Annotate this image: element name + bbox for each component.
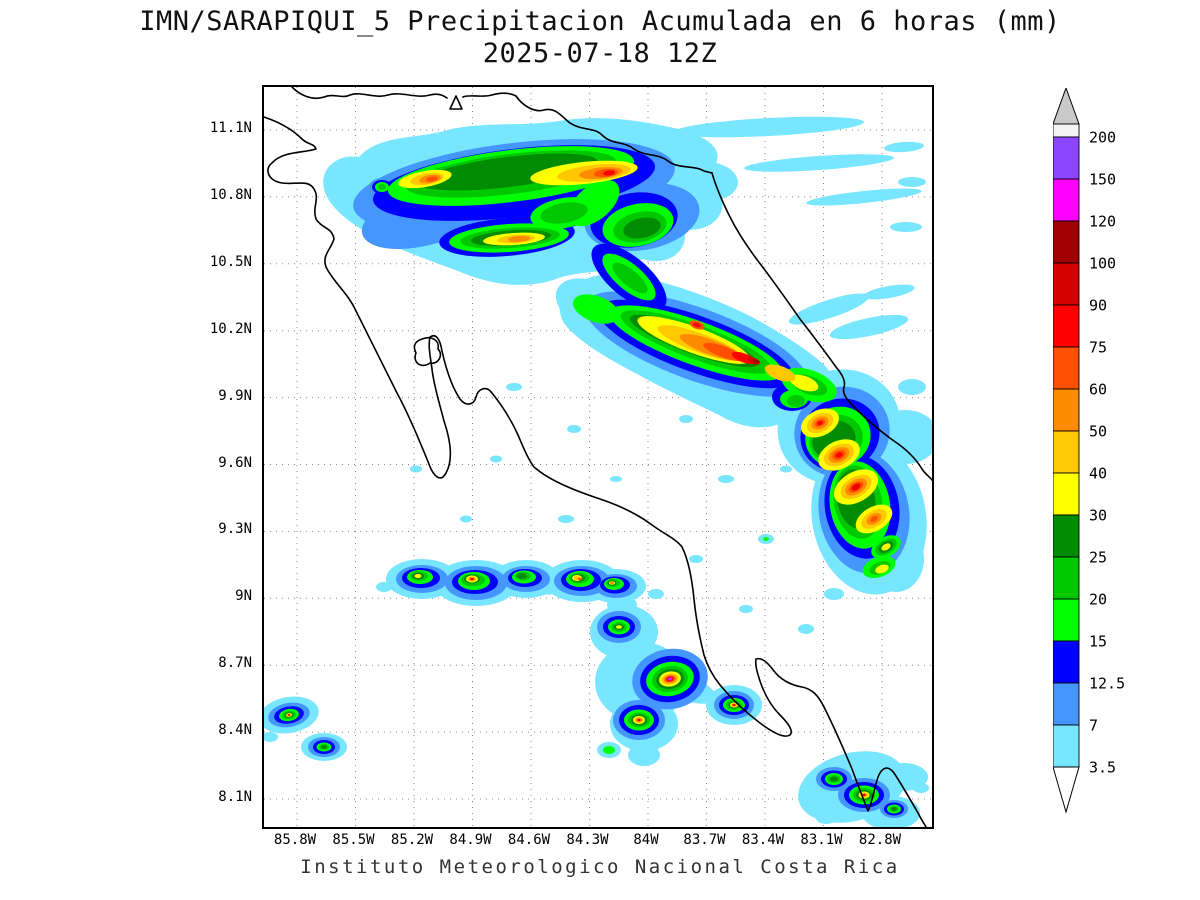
lat-tick-label: 9.3N <box>218 521 252 538</box>
legend-tick-label: 100 <box>1089 254 1116 272</box>
legend-tick-label: 12.5 <box>1089 674 1125 692</box>
colorbar-segment <box>1052 262 1080 306</box>
colorbar-segment <box>1052 640 1080 684</box>
legend-tick-label: 90 <box>1089 296 1107 314</box>
colorbar-segment <box>1052 430 1080 474</box>
colorbar-segment <box>1052 388 1080 432</box>
lon-tick-label: 83.1W <box>800 832 843 848</box>
legend-tick-label: 25 <box>1089 548 1107 566</box>
lat-tick-label: 11.1N <box>209 120 252 136</box>
colorbar-segment <box>1052 724 1080 768</box>
legend-tick-label: 20 <box>1089 590 1107 608</box>
map-title: IMN/SARAPIQUI_5 Precipitacion Acumulada … <box>139 6 1061 37</box>
lat-tick-label: 8.7N <box>218 655 252 672</box>
lon-tick-label: 84W <box>633 832 659 848</box>
colorbar-top-arrow <box>1052 86 1080 125</box>
colorbar-segment <box>1052 514 1080 558</box>
legend-tick-label: 200 <box>1089 128 1116 146</box>
lon-tick-label: 85.5W <box>332 832 375 848</box>
lat-tick-label: 8.4N <box>218 722 252 739</box>
lon-tick-label: 84.6W <box>507 832 551 848</box>
colorbar-segment <box>1052 472 1080 516</box>
lon-tick-label: 83.7W <box>683 832 726 848</box>
colorbar-segment <box>1052 346 1080 390</box>
legend-tick-label: 30 <box>1089 506 1107 524</box>
lon-tick-label: 85.8W <box>273 832 317 848</box>
legend-tick-label: 60 <box>1089 380 1107 398</box>
lon-tick-label: 84.9W <box>449 832 492 848</box>
coastline <box>264 87 932 827</box>
colorbar-legend: 200 150 120 100 90 75 60 50 40 30 25 20 15 12.5 7 3.5 <box>1052 86 1149 818</box>
colorbar: 200 150 120 100 90 75 60 50 40 30 25 20 15 12.5 7 3.5 <box>1052 86 1125 814</box>
legend-tick-label: 50 <box>1089 422 1107 440</box>
lat-tick-label: 10.2N <box>209 320 252 337</box>
legend-tick-label: 150 <box>1089 170 1116 188</box>
precipitation-field <box>264 116 932 827</box>
lat-tick-label: 8.1N <box>218 789 252 805</box>
map-plot-svg <box>264 87 932 827</box>
colorbar-segment <box>1052 598 1080 642</box>
footer-attribution: Instituto Meteorologico Nacional Costa R… <box>300 856 900 878</box>
legend-tick-label: 15 <box>1089 632 1107 650</box>
colorbar-segment <box>1052 556 1080 600</box>
colorbar-segment <box>1052 682 1080 726</box>
map-plot-area <box>262 85 934 829</box>
colorbar-bottom-arrow <box>1052 766 1080 814</box>
colorbar-segment <box>1052 178 1080 222</box>
colorbar-segment <box>1052 123 1080 138</box>
lon-tick-label: 83.4W <box>741 832 785 848</box>
lon-tick-label: 85.2W <box>390 832 434 848</box>
legend-tick-label: 120 <box>1089 212 1116 230</box>
colorbar-segment <box>1052 220 1080 264</box>
lat-tick-label: 10.8N <box>209 186 252 203</box>
map-subtitle-datetime: 2025-07-18 12Z <box>482 38 718 69</box>
legend-tick-label: 3.5 <box>1089 758 1116 776</box>
colorbar-segment <box>1052 136 1080 180</box>
lon-tick-label: 82.8W <box>858 832 902 848</box>
lat-tick-label: 9N <box>235 588 252 605</box>
colorbar-segment <box>1052 304 1080 348</box>
lat-tick-label: 10.5N <box>209 253 252 270</box>
legend-tick-label: 75 <box>1089 338 1107 356</box>
legend-tick-label: 7 <box>1089 716 1098 734</box>
lon-tick-label: 84.3W <box>566 832 609 848</box>
lat-tick-label: 9.6N <box>218 454 252 471</box>
legend-tick-label: 40 <box>1089 464 1107 482</box>
lat-tick-label: 9.9N <box>218 387 252 404</box>
